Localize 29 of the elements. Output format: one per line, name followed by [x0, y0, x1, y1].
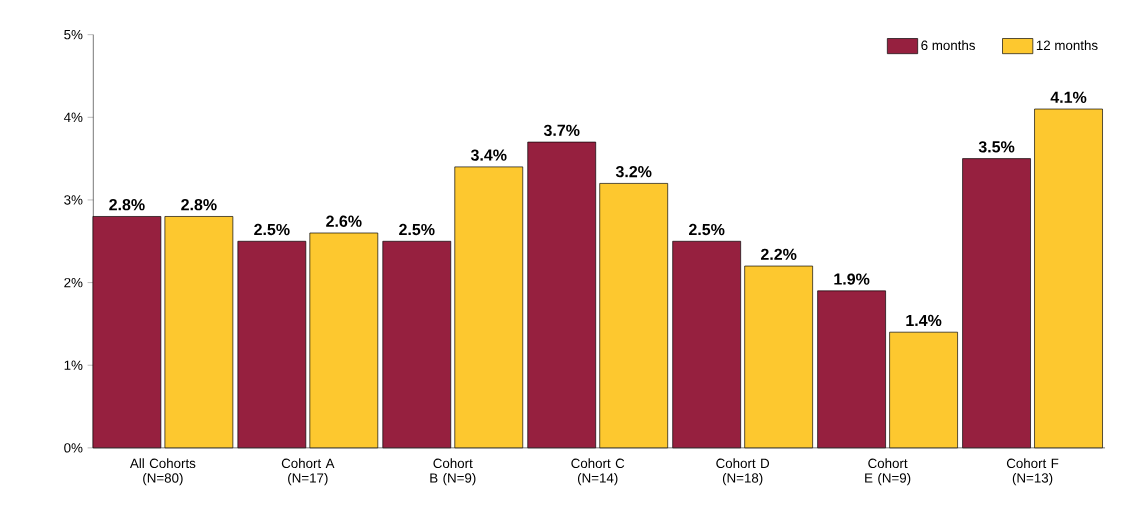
x-tick-label: Cohort A (N=17)	[281, 458, 335, 486]
y-tick-label: 0%	[64, 443, 83, 453]
x-tick-label: Cohort C (N=14)	[571, 458, 625, 486]
x-tick-label: Cohort E (N=9)	[865, 458, 911, 486]
y-tick-label: 5%	[64, 30, 83, 40]
data-label: 3.7%	[543, 124, 580, 137]
data-label: 2.2%	[760, 248, 797, 261]
data-label: 2.5%	[254, 224, 290, 236]
y-tick-label: 4%	[63, 112, 83, 123]
x-tick-label: Cohort D (N=18)	[716, 458, 770, 486]
x-tick-label: All Cohorts (N=80)	[129, 458, 196, 486]
data-label: 2.6%	[326, 215, 362, 228]
data-label: 2.5%	[399, 224, 435, 236]
legend-label: 6 months	[921, 40, 976, 51]
data-label: 1.4%	[906, 315, 942, 327]
y-tick-label: 1%	[64, 360, 83, 371]
data-label: 3.2%	[615, 166, 652, 178]
data-label: 3.5%	[978, 141, 1015, 153]
y-tick-label: 2%	[64, 278, 83, 288]
data-label: 4.1%	[1050, 91, 1087, 104]
data-label: 2.8%	[181, 199, 217, 211]
x-tick-label: Cohort B (N=9)	[430, 458, 476, 486]
legend-label: 12 months	[1036, 40, 1098, 51]
x-tick-label: Cohort F (N=13)	[1006, 458, 1059, 486]
data-label: 1.9%	[834, 273, 870, 285]
data-label: 2.5%	[689, 224, 725, 236]
data-label: 2.8%	[109, 199, 145, 211]
y-tick-label: 3%	[64, 195, 83, 205]
data-label: 3.4%	[470, 149, 507, 162]
